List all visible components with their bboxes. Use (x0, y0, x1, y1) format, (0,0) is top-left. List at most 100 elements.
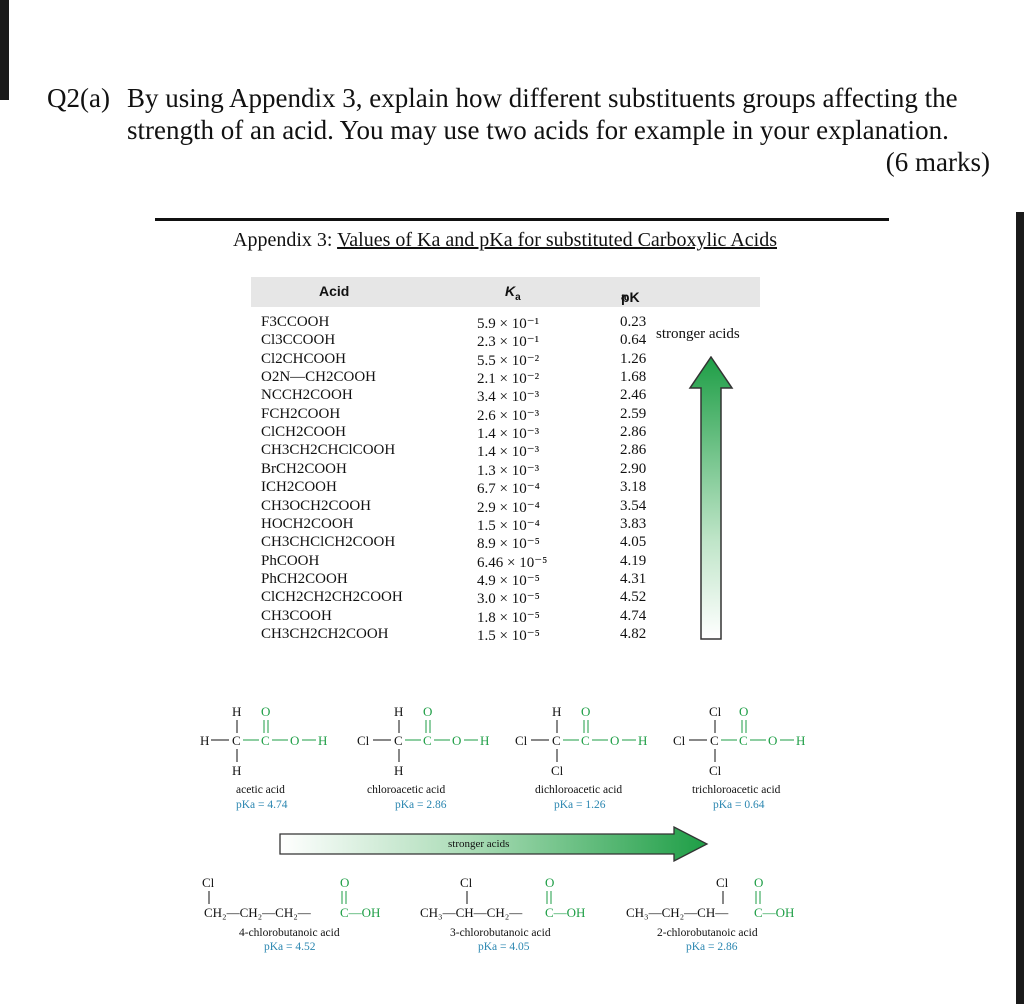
cell-acid: ClCH2COOH (261, 424, 347, 441)
header-pka: pK a (621, 283, 640, 305)
structure-3-chlorobutanoic-acid: Cl O CH₃—CH—CH₂— C—OH (420, 875, 585, 920)
svg-text:H: H (480, 733, 489, 748)
cell-acid: Cl2CHCOOH (261, 350, 347, 367)
svg-text:O: O (610, 733, 619, 748)
cell-pka: 4.31 (620, 570, 647, 587)
header-pka-symbol: pK (621, 289, 640, 305)
svg-text:C: C (261, 733, 270, 748)
svg-text:O: O (581, 704, 590, 719)
cell-pka: 1.26 (620, 350, 647, 367)
appendix-title: Appendix 3: Values of Ka and pKa for sub… (233, 229, 777, 252)
question-line-2: strength of an acid. You may use two aci… (127, 115, 949, 145)
header-ka-sub: a (515, 291, 521, 303)
svg-text:Cl: Cl (357, 733, 370, 748)
question-label: Q2(a) (47, 83, 110, 113)
name-dichloroacetic-acid: dichloroacetic acid (535, 784, 623, 796)
svg-text:H: H (552, 704, 561, 719)
cell-pka: 3.54 (620, 497, 647, 514)
cell-ka: 4.9 × 10⁻⁵ (477, 572, 540, 589)
pka-2-chlorobutanoic-acid: pKa = 2.86 (686, 941, 738, 953)
cell-acid: BrCH2COOH (261, 460, 347, 477)
pka-3-chlorobutanoic-acid: pKa = 4.05 (478, 941, 530, 953)
cell-pka: 2.90 (620, 460, 647, 477)
cell-ka: 1.4 × 10⁻³ (477, 426, 540, 443)
cell-acid: CH3OCH2COOH (261, 497, 372, 514)
svg-text:Cl: Cl (460, 875, 473, 890)
cell-pka: 3.83 (620, 515, 647, 532)
svg-text:H: H (232, 763, 241, 778)
cell-ka: 1.5 × 10⁻⁴ (477, 517, 540, 534)
cell-pka: 1.68 (620, 369, 647, 386)
appendix-title-text: Values of Ka and pKa for substituted Car… (337, 229, 777, 251)
svg-text:C: C (739, 733, 748, 748)
cell-acid: O2N—CH2COOH (261, 369, 377, 386)
cell-ka: 3.4 × 10⁻³ (477, 389, 540, 406)
svg-text:Cl: Cl (551, 763, 564, 778)
vertical-strength-arrow (688, 356, 734, 640)
cell-ka: 2.1 × 10⁻² (477, 371, 540, 388)
name-trichloroacetic-acid: trichloroacetic acid (692, 784, 781, 796)
pka-trichloroacetic-acid: pKa = 0.64 (713, 799, 765, 811)
svg-text:C: C (710, 733, 719, 748)
cell-acid: CH3COOH (261, 607, 332, 624)
structure-4-chlorobutanoic-acid: Cl O CH₂—CH₂—CH₂— C—OH (202, 875, 380, 920)
appendix-prefix: Appendix 3: (233, 229, 338, 251)
cell-acid: CH3CH2CH2COOH (261, 625, 389, 642)
cell-ka: 5.9 × 10⁻¹ (477, 316, 540, 332)
structure-2-chlorobutanoic-acid: Cl O CH₃—CH₂—CH— C—OH (626, 875, 794, 920)
svg-text:H: H (394, 704, 403, 719)
cell-ka: 1.8 × 10⁻⁵ (477, 609, 540, 626)
svg-text:O: O (290, 733, 299, 748)
svg-text:C: C (232, 733, 241, 748)
cell-ka: 1.3 × 10⁻³ (477, 462, 540, 479)
name-chloroacetic-acid: chloroacetic acid (367, 784, 446, 796)
cell-ka: 8.9 × 10⁻⁵ (477, 536, 540, 553)
svg-text:C: C (394, 733, 403, 748)
left-edge-bar (0, 0, 9, 100)
cell-ka: 3.0 × 10⁻⁵ (477, 591, 540, 608)
pka-chloroacetic-acid: pKa = 2.86 (395, 799, 447, 811)
cell-ka: 1.4 × 10⁻³ (477, 444, 540, 461)
cell-acid: PhCOOH (261, 552, 320, 569)
cell-pka: 3.18 (620, 479, 647, 496)
header-pka-sub: a (621, 291, 627, 303)
svg-text:O: O (739, 704, 748, 719)
cell-ka: 1.5 × 10⁻⁵ (477, 627, 540, 644)
svg-text:O: O (452, 733, 461, 748)
horizontal-arrow-label: stronger acids (448, 838, 510, 850)
svg-text:CH₂—CH₂—CH₂—: CH₂—CH₂—CH₂— (204, 905, 312, 920)
cell-acid: CH3CH2CHClCOOH (261, 442, 396, 459)
cell-ka: 2.6 × 10⁻³ (477, 407, 540, 424)
svg-text:H: H (394, 763, 403, 778)
svg-text:O: O (754, 875, 763, 890)
cell-acid: Cl3CCOOH (261, 332, 336, 349)
svg-text:H: H (318, 733, 327, 748)
structure-chloroacetic-acid: H O Cl C C O H H (357, 704, 489, 778)
cell-acid: ClCH2CH2CH2COOH (261, 589, 403, 606)
svg-text:Cl: Cl (515, 733, 528, 748)
structure-trichloroacetic-acid: Cl O Cl C C O H Cl (673, 704, 805, 778)
cell-ka: 6.7 × 10⁻⁴ (477, 481, 540, 498)
svg-text:H: H (232, 704, 241, 719)
cell-pka: 4.19 (620, 552, 647, 569)
cell-pka: 2.86 (620, 424, 647, 441)
header-ka: Ka (505, 283, 521, 303)
svg-text:C: C (552, 733, 561, 748)
svg-text:O: O (261, 704, 270, 719)
structure-acetic-acid: H O H C C O H H (200, 704, 327, 778)
cell-ka: 5.5 × 10⁻² (477, 352, 540, 369)
cell-pka: 2.46 (620, 387, 647, 404)
cell-acid: F3CCOOH (261, 314, 330, 330)
pka-4-chlorobutanoic-acid: pKa = 4.52 (264, 941, 316, 953)
cell-ka: 2.9 × 10⁻⁴ (477, 499, 540, 516)
cell-pka: 4.82 (620, 625, 647, 642)
table-header: Acid Ka pK a (251, 277, 760, 307)
right-edge-bar (1016, 212, 1024, 1004)
svg-text:Cl: Cl (709, 704, 722, 719)
svg-text:O: O (768, 733, 777, 748)
pka-dichloroacetic-acid: pKa = 1.26 (554, 799, 606, 811)
svg-text:H: H (200, 733, 209, 748)
svg-text:O: O (423, 704, 432, 719)
svg-text:Cl: Cl (202, 875, 215, 890)
svg-text:C—OH: C—OH (340, 905, 380, 920)
